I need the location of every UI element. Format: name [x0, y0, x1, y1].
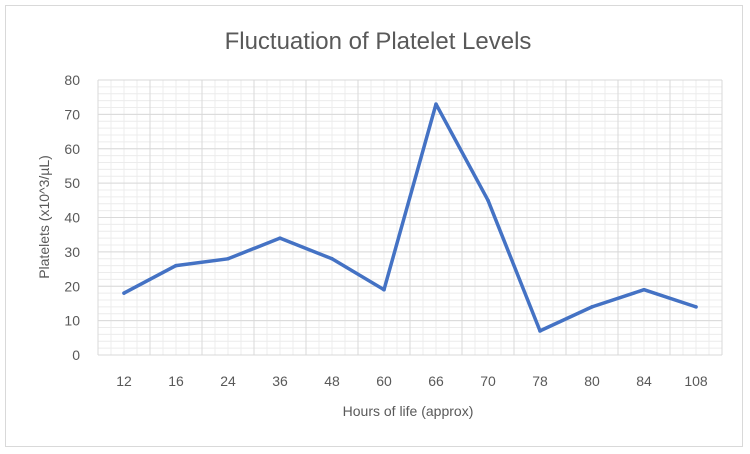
- y-tick-label: 20: [64, 278, 80, 294]
- y-axis-title: Platelets (x10^3/µL): [36, 155, 52, 279]
- data-point: [694, 305, 698, 309]
- data-point: [174, 263, 178, 268]
- data-point: [538, 329, 542, 333]
- gridlines: [97, 79, 723, 356]
- data-point: [590, 305, 594, 309]
- y-tick-label: 50: [64, 175, 80, 191]
- x-tick-label: 12: [116, 373, 132, 389]
- y-tick-labels: 0 10 20 30 40 50 60 70 80: [64, 72, 80, 363]
- y-tick-label: 70: [64, 106, 80, 122]
- data-point: [486, 198, 490, 203]
- x-tick-label: 108: [684, 373, 708, 389]
- x-tick-label: 36: [272, 373, 288, 389]
- y-tick-label: 0: [72, 347, 80, 363]
- x-tick-label: 78: [532, 373, 548, 389]
- x-axis-title: Hours of life (approx): [343, 403, 474, 419]
- x-tick-label: 84: [636, 373, 652, 389]
- x-tick-label: 48: [324, 373, 340, 389]
- series-line: [122, 102, 698, 333]
- y-tick-label: 40: [64, 210, 80, 226]
- x-tick-label: 70: [480, 373, 496, 389]
- x-tick-label: 16: [168, 373, 184, 389]
- x-tick-label: 24: [220, 373, 236, 389]
- x-tick-labels: 12 16 24 36 48 60 66 70 78 80 84 108: [116, 373, 708, 389]
- data-point: [330, 257, 334, 261]
- y-tick-label: 30: [64, 244, 80, 260]
- data-point: [226, 257, 230, 261]
- data-point: [122, 291, 126, 295]
- y-tick-label: 80: [64, 72, 80, 88]
- series-layer: [122, 102, 698, 333]
- chart-frame: [5, 5, 743, 447]
- y-tick-label: 10: [64, 313, 80, 329]
- x-tick-label: 60: [376, 373, 392, 389]
- x-tick-label: 80: [584, 373, 600, 389]
- data-point: [642, 287, 646, 292]
- x-tick-label: 66: [428, 373, 444, 389]
- data-point: [278, 236, 282, 240]
- chart-title: Fluctuation of Platelet Levels: [225, 28, 532, 55]
- data-point: [434, 102, 438, 106]
- y-tick-label: 60: [64, 141, 80, 157]
- data-point: [382, 287, 386, 292]
